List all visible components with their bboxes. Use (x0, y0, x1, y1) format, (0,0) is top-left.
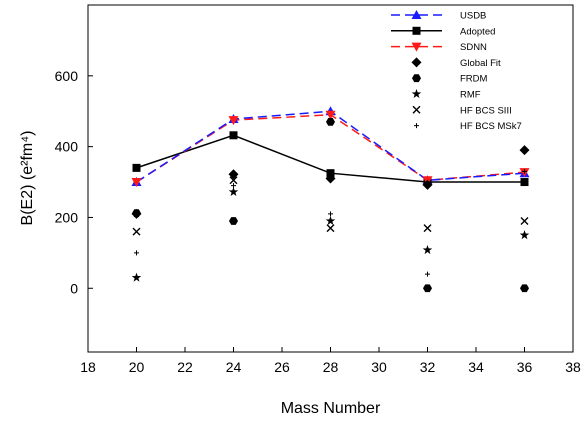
legend-marker-hf-bcs-siii (412, 105, 421, 114)
data-point-hf-bcs-siii (423, 224, 432, 233)
legend-label-usdb: USDB (460, 11, 486, 22)
data-point-global-fit (228, 169, 239, 180)
data-point-hf-bcs-msk7 (134, 250, 139, 256)
legend-marker-hf-bcs-msk7 (414, 123, 419, 129)
y-tick-label: 400 (55, 139, 79, 155)
x-tick-label: 26 (274, 359, 290, 375)
legend-label-rmf: RMF (460, 90, 481, 101)
data-point-frdm (132, 209, 141, 218)
data-point-hf-bcs-siii (326, 224, 335, 233)
data-point-hf-bcs-siii (132, 227, 141, 236)
data-point-global-fit (422, 179, 433, 190)
x-tick-label: 34 (468, 359, 484, 375)
y-tick-label: 0 (70, 280, 78, 296)
data-point-rmf (422, 245, 433, 255)
data-point-global-fit (519, 145, 530, 156)
legend-label-sdnn: SDNN (460, 42, 487, 53)
legend-marker-global-fit (411, 57, 422, 68)
x-tick-label: 18 (80, 359, 96, 375)
data-point-adopted (326, 169, 335, 178)
legend-marker-sdnn (411, 42, 422, 52)
data-point-hf-bcs-msk7 (522, 168, 527, 174)
y-tick-label: 200 (55, 209, 79, 225)
data-point-adopted (229, 131, 238, 140)
data-point-frdm (423, 284, 432, 293)
data-point-frdm (326, 117, 335, 126)
y-axis-title: B(E2) (e²fm⁴) (19, 131, 36, 226)
x-tick-label: 22 (177, 359, 193, 375)
x-tick-label: 20 (129, 359, 145, 375)
data-point-hf-bcs-msk7 (425, 271, 430, 277)
data-point-sdnn (325, 110, 336, 120)
data-point-global-fit (325, 173, 336, 184)
data-point-hf-bcs-msk7 (231, 183, 236, 189)
data-point-rmf (325, 215, 336, 226)
data-point-frdm (520, 284, 529, 293)
x-tick-label: 24 (226, 359, 242, 375)
data-point-adopted (520, 178, 529, 187)
data-point-rmf (519, 230, 530, 240)
data-point-hf-bcs-msk7 (328, 211, 333, 217)
data-point-hf-bcs-siii (229, 176, 238, 185)
data-point-frdm (229, 217, 238, 225)
legend-marker-rmf (411, 89, 422, 99)
legend-marker-usdb (411, 10, 422, 19)
data-point-rmf (228, 186, 239, 196)
y-tick-label: 600 (55, 68, 79, 84)
legend-label-frdm: FRDM (460, 74, 488, 85)
data-point-sdnn (228, 116, 239, 126)
x-axis-title: Mass Number (281, 400, 381, 417)
legend-label-hf-bcs-siii: HF BCS SIII (460, 105, 512, 116)
legend-label-global-fit: Global Fit (460, 58, 501, 69)
legend-label-adopted: Adopted (460, 26, 495, 37)
x-tick-label: 28 (323, 359, 339, 375)
data-point-adopted (132, 163, 141, 172)
x-tick-label: 30 (371, 359, 387, 375)
legend-marker-adopted (412, 26, 421, 35)
x-tick-label: 36 (517, 359, 533, 375)
legend-marker-frdm (412, 74, 421, 83)
data-point-rmf (131, 272, 142, 282)
data-point-hf-bcs-siii (520, 216, 529, 225)
data-point-sdnn (131, 178, 142, 188)
x-tick-label: 38 (565, 359, 581, 375)
x-tick-label: 32 (420, 359, 436, 375)
legend-label-hf-bcs-msk7: HF BCS MSk7 (460, 121, 522, 132)
